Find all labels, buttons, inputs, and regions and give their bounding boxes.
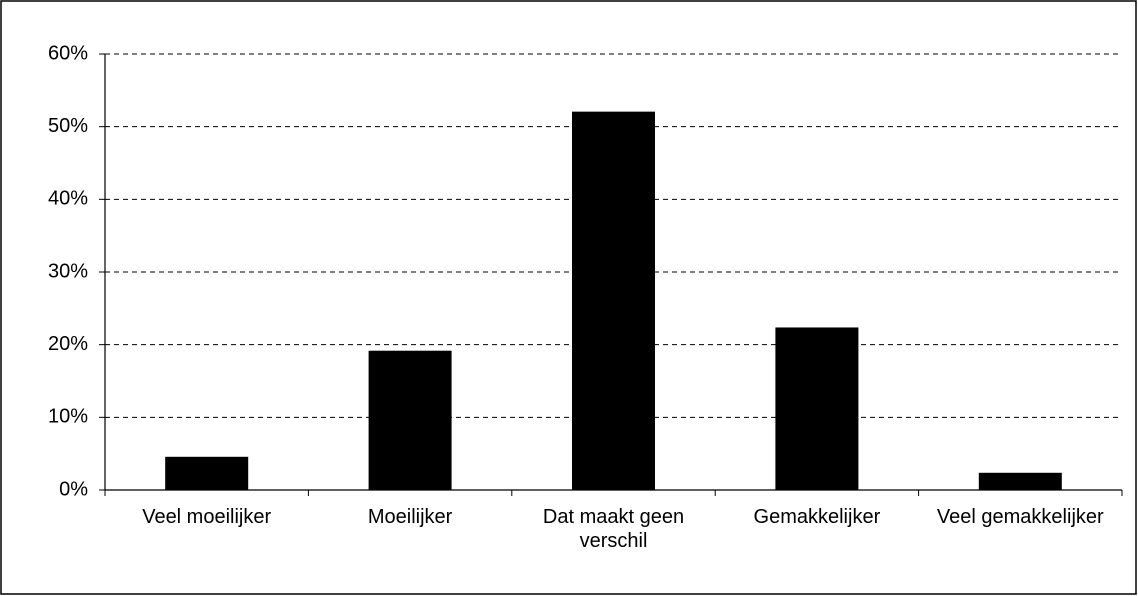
y-tick-label: 30% [48,260,88,282]
y-tick-label: 10% [48,406,88,428]
bar [368,350,452,491]
y-tick-label: 60% [48,42,88,64]
y-tick-label: 40% [48,188,88,210]
x-tick-label: Veel moeilijker [142,506,272,528]
bar [775,327,859,491]
bar [165,456,249,491]
y-tick-label: 0% [59,478,88,500]
x-tick-label: Moeilijker [367,506,453,528]
x-tick-label: Gemakkelijker [753,506,881,528]
bar [978,472,1062,491]
y-tick-label: 50% [48,115,88,137]
x-tick-label: Dat maakt geen verschil [542,506,685,552]
bar [572,111,655,491]
x-tick-label: Veel gemakkelijker [936,506,1104,528]
y-tick-label: 20% [48,333,88,355]
